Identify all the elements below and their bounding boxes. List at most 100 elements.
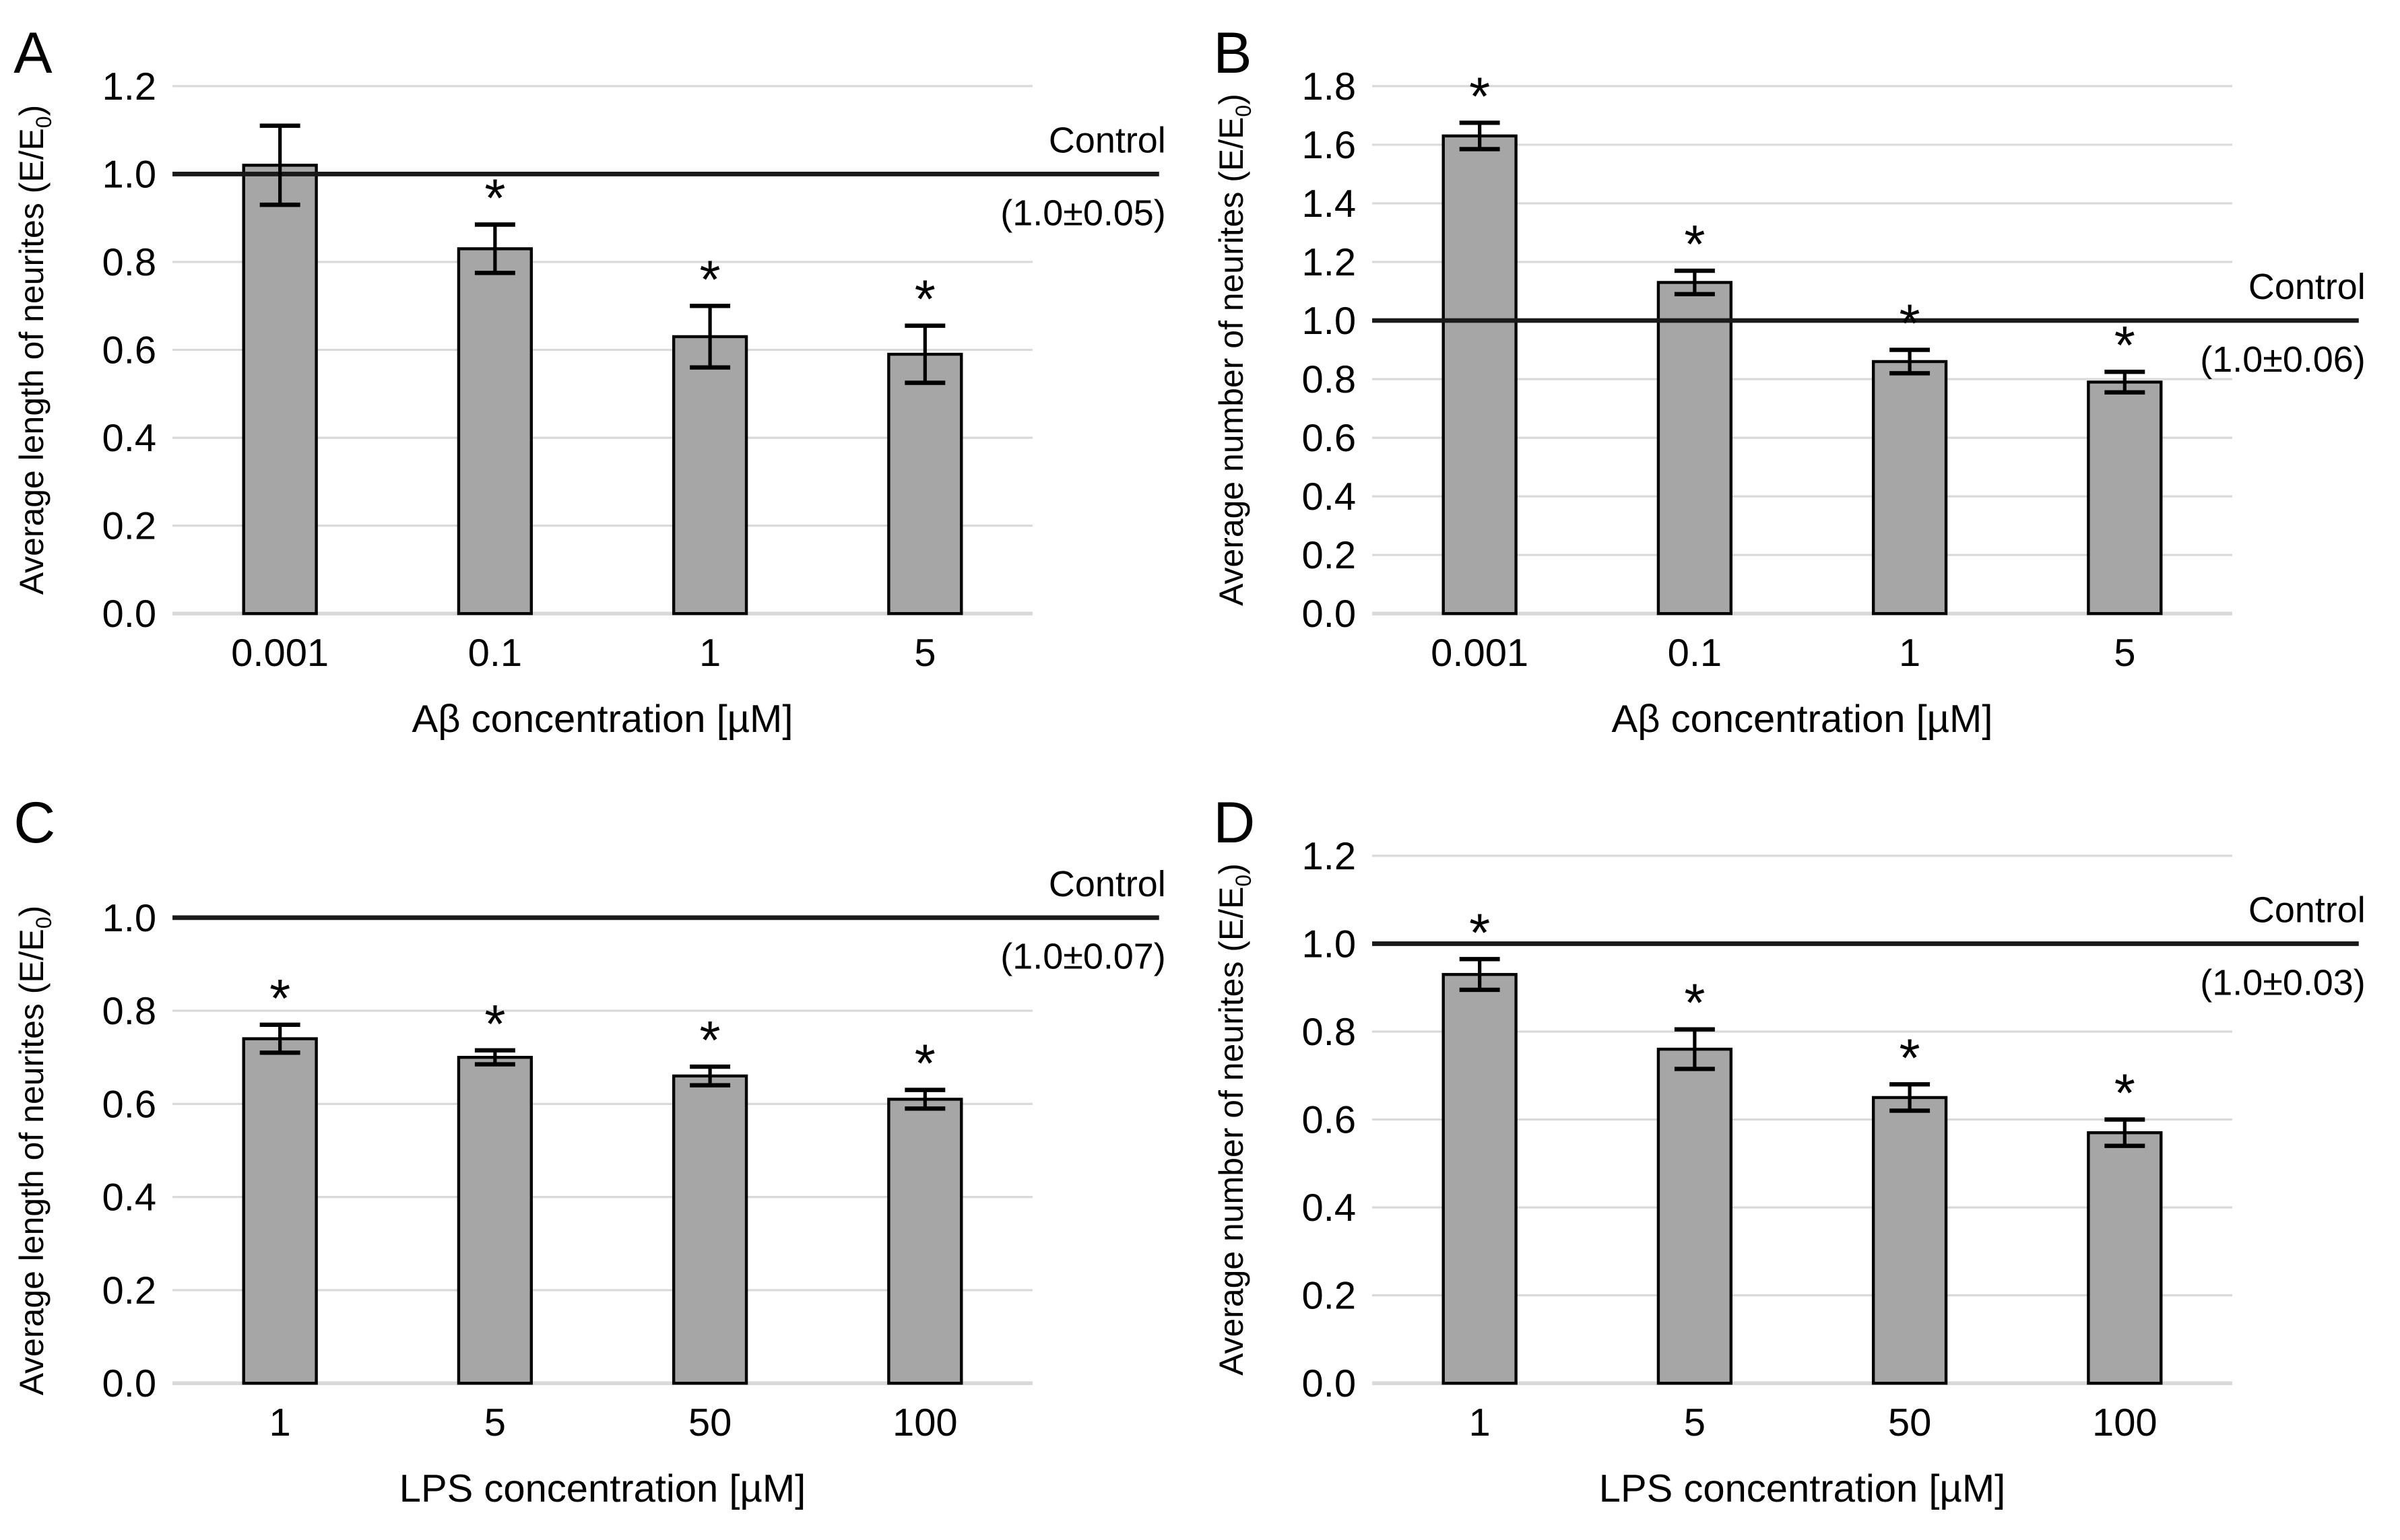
control-value-label: (1.0±0.07) <box>1000 937 1165 977</box>
panel-A: * * * A 0.0 0.2 0.4 0.6 0.8 1.0 1.2 Average length … <box>0 0 1200 770</box>
bar <box>242 164 318 615</box>
significance-asterisk: * <box>1469 66 1490 126</box>
y-tick-label: 1.8 <box>1302 65 1357 108</box>
chart-svg-panel-B: * * * * B 0.0 0.2 0.4 0.6 0.8 1.0 1.2 1.4 1.6 1.8 Avera… <box>1212 21 2366 741</box>
bar <box>1656 281 1733 615</box>
y-axis-title: Average length of neurites (E/E0) <box>13 105 56 595</box>
significance-asterisk: * <box>1684 973 1705 1033</box>
panel-C: * * * * C 0.0 0.2 0.4 0.6 0.8 1.0 Average length of… <box>0 770 1200 1539</box>
chart-svg-panel-D: * * * * D 0.0 0.2 0.4 0.6 0.8 1.0 1.2 Average number… <box>1212 791 2366 1510</box>
control-label: Control <box>2248 890 2366 930</box>
bar <box>1656 1047 1733 1385</box>
x-tick-label: 50 <box>1888 1401 1931 1444</box>
y-tick-label: 1.0 <box>102 897 157 940</box>
bar <box>887 1098 963 1385</box>
y-tick-label: 0.4 <box>102 417 157 460</box>
significance-asterisk: * <box>915 269 936 329</box>
significance-asterisk: * <box>1900 1028 1920 1087</box>
significance-asterisk: * <box>484 168 505 228</box>
panel-B: * * * * B 0.0 0.2 0.4 0.6 0.8 1.0 1.2 1.4 1.6 1.8 Avera… <box>1200 0 2399 770</box>
y-tick-label: 0.8 <box>1302 358 1357 401</box>
bar <box>672 1074 748 1385</box>
x-tick-label: 5 <box>2114 632 2135 675</box>
x-axis-title: LPS concentration [µM] <box>1599 1467 2005 1510</box>
y-tick-label: 0.6 <box>102 1083 157 1126</box>
significance-asterisk: * <box>2114 315 2135 375</box>
y-tick-label: 0.6 <box>102 329 157 372</box>
y-tick-label: 1.2 <box>102 65 157 108</box>
panel-letter: D <box>1213 791 1255 855</box>
y-tick-label: 1.0 <box>102 153 157 196</box>
chart-svg-panel-C: * * * * C 0.0 0.2 0.4 0.6 0.8 1.0 Average length of… <box>13 791 1166 1510</box>
bar <box>457 1056 533 1385</box>
bar <box>2087 1131 2163 1385</box>
x-tick-label: 1 <box>269 1401 291 1444</box>
x-tick-label: 50 <box>688 1401 732 1444</box>
significance-asterisk: * <box>1684 214 1705 274</box>
significance-asterisk: * <box>484 994 505 1054</box>
control-value-label: (1.0±0.05) <box>1000 193 1165 233</box>
y-tick-label: 0.0 <box>1302 1362 1357 1405</box>
significance-asterisk: * <box>1900 294 1920 354</box>
bar <box>1871 360 1948 615</box>
y-tick-label: 1.0 <box>1302 923 1357 966</box>
y-tick-label: 0.0 <box>1302 593 1357 636</box>
panel-letter: C <box>13 791 55 855</box>
bar <box>1441 134 1518 615</box>
y-axis-title: Average number of neurites (E/E0) <box>1212 94 1256 606</box>
y-tick-label: 0.8 <box>1302 1011 1357 1054</box>
y-tick-label: 0.2 <box>102 505 157 548</box>
x-tick-label: 0.1 <box>1668 632 1722 675</box>
x-axis-title: Aβ concentration [µM] <box>412 698 793 741</box>
x-tick-label: 100 <box>2092 1401 2158 1444</box>
x-tick-label: 1 <box>1469 1401 1491 1444</box>
y-tick-label: 1.0 <box>1302 300 1357 343</box>
bar <box>1871 1096 1948 1385</box>
control-value-label: (1.0±0.06) <box>2200 339 2365 380</box>
x-tick-label: 1 <box>699 632 721 675</box>
panel-letter: A <box>13 21 53 86</box>
y-tick-label: 0.2 <box>102 1269 157 1312</box>
x-tick-label: 1 <box>1899 632 1920 675</box>
bar <box>672 335 748 615</box>
control-value-label: (1.0±0.03) <box>2200 962 2365 1003</box>
significance-asterisk: * <box>1469 902 1490 962</box>
y-tick-label: 1.2 <box>1302 241 1357 284</box>
panel-D: * * * * D 0.0 0.2 0.4 0.6 0.8 1.0 1.2 Average number… <box>1200 770 2399 1539</box>
significance-asterisk: * <box>2114 1063 2135 1123</box>
panel-letter: B <box>1213 21 1252 86</box>
y-tick-label: 0.6 <box>1302 1099 1357 1142</box>
y-axis-title: Average number of neurites (E/E0) <box>1212 863 1256 1376</box>
bar <box>887 352 963 615</box>
x-tick-label: 5 <box>484 1401 506 1444</box>
y-tick-label: 0.8 <box>102 990 157 1033</box>
significance-asterisk: * <box>269 968 290 1028</box>
control-label: Control <box>1049 864 1166 904</box>
y-tick-label: 0.4 <box>1302 475 1357 518</box>
x-tick-label: 0.001 <box>1431 632 1528 675</box>
y-tick-label: 0.2 <box>1302 534 1357 577</box>
significance-asterisk: * <box>700 249 721 309</box>
bar <box>457 247 533 615</box>
y-tick-label: 0.0 <box>102 1362 157 1405</box>
x-tick-label: 5 <box>1684 1401 1706 1444</box>
chart-svg-panel-A: * * * A 0.0 0.2 0.4 0.6 0.8 1.0 1.2 Average length … <box>13 21 1166 741</box>
x-tick-label: 0.001 <box>231 632 329 675</box>
y-tick-label: 0.8 <box>102 241 157 284</box>
y-tick-label: 1.4 <box>1302 182 1357 226</box>
significance-asterisk: * <box>915 1034 936 1094</box>
control-label: Control <box>2248 267 2366 307</box>
x-tick-label: 5 <box>914 632 936 675</box>
y-tick-label: 0.4 <box>102 1176 157 1219</box>
significance-asterisk: * <box>700 1010 721 1070</box>
y-tick-label: 0.2 <box>1302 1275 1357 1318</box>
y-tick-label: 0.0 <box>102 593 157 636</box>
y-tick-label: 1.2 <box>1302 835 1357 878</box>
x-tick-label: 0.1 <box>468 632 523 675</box>
bar <box>242 1037 318 1385</box>
y-tick-label: 1.6 <box>1302 124 1357 167</box>
y-tick-label: 0.4 <box>1302 1186 1357 1230</box>
x-tick-label: 100 <box>893 1401 958 1444</box>
x-axis-title: Aβ concentration [µM] <box>1612 698 1993 741</box>
